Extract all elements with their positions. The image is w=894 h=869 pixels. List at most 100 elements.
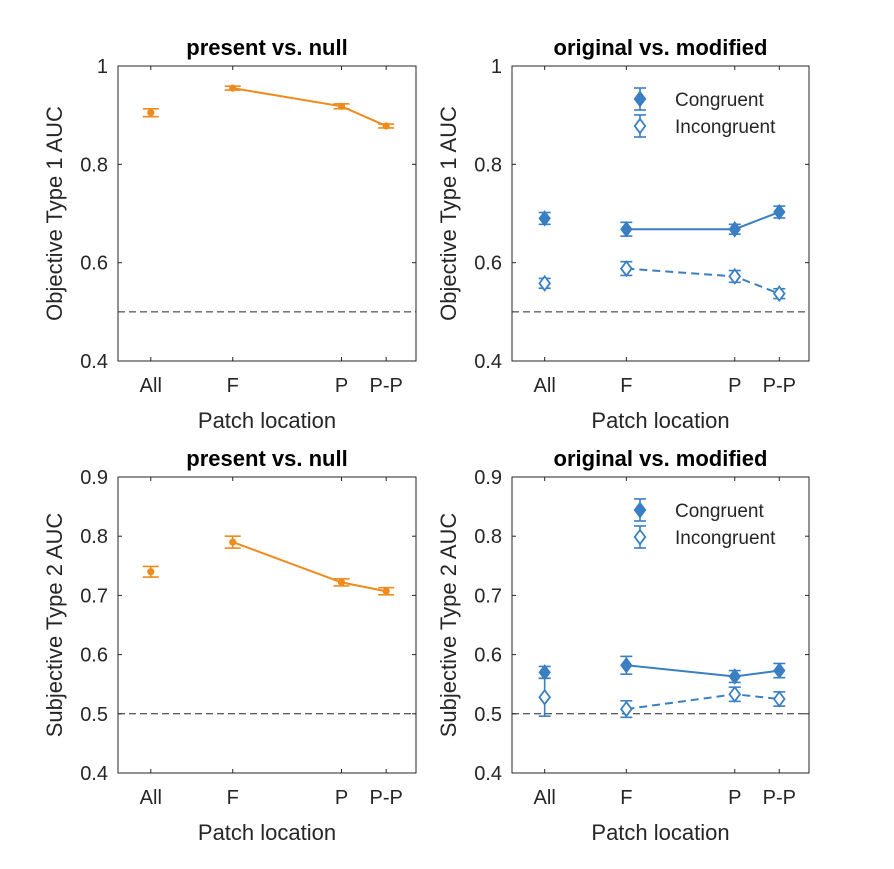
x-tick-label: All [534, 375, 556, 397]
data-point [229, 538, 237, 546]
data-point [773, 662, 786, 679]
x-tick-label: P [728, 787, 741, 809]
data-point [728, 220, 741, 238]
y-tick-label: 0.9 [80, 467, 108, 489]
y-tick-label: 0.7 [80, 585, 108, 607]
data-point [619, 700, 633, 718]
data-point [538, 664, 551, 681]
y-tick-label: 0.6 [80, 253, 108, 275]
subplot-3: 0.4 0.5 0.6 0.7 0.8 0.9 All F P P-P present vs. nu… [42, 446, 417, 845]
axes-box [511, 65, 810, 362]
data-point [147, 109, 155, 117]
series-line [232, 541, 387, 593]
y-tick-label: 1 [97, 56, 108, 78]
data-point [773, 203, 786, 221]
series-line [626, 267, 780, 295]
x-axis-label: Patch location [591, 408, 729, 433]
data-point [382, 587, 390, 595]
x-tick-label: P [335, 375, 348, 397]
x-axis-label: Patch location [198, 408, 336, 433]
x-tick-label: P-P [763, 375, 796, 397]
x-tick-label: All [140, 787, 162, 809]
data-point [772, 690, 786, 708]
x-tick-label: All [534, 787, 556, 809]
y-tick-label: 0.9 [474, 467, 502, 489]
y-tick-label: 0.6 [474, 253, 502, 275]
data-point [728, 685, 742, 703]
series-2 [538, 260, 786, 303]
x-axis-label: Patch location [591, 820, 729, 845]
y-axis-label: Subjective Type 2 AUC [42, 513, 67, 738]
legend-marker [633, 90, 647, 108]
y-tick-label: 0.8 [80, 154, 108, 176]
series-1 [538, 203, 786, 238]
legend: Congruent Incongruent [633, 498, 776, 549]
legend-label: Incongruent [675, 528, 776, 549]
legend-marker [633, 117, 647, 135]
series-line [232, 87, 387, 127]
legend-label: Congruent [675, 90, 764, 111]
x-tick-label: F [620, 375, 632, 397]
y-tick-label: 1 [491, 56, 502, 78]
subplot-title: present vs. null [186, 35, 347, 60]
x-tick-label: F [227, 375, 239, 397]
series-line [626, 211, 780, 231]
subplot-4: 0.4 0.5 0.6 0.7 0.8 0.9 All F P P-P original vs. m… [436, 446, 810, 845]
x-axis-label: Patch location [198, 820, 336, 845]
data-point [337, 578, 346, 586]
y-tick-label: 0.8 [474, 526, 502, 548]
y-tick-label: 0.7 [474, 585, 502, 607]
y-axis-label: Objective Type 1 AUC [436, 106, 461, 321]
x-tick-label: F [227, 787, 239, 809]
data-point [538, 688, 552, 706]
series-1 [538, 655, 786, 685]
y-tick-label: 0.4 [80, 763, 108, 785]
data-point [382, 122, 390, 130]
data-point [538, 274, 552, 292]
x-tick-label: F [620, 787, 632, 809]
series-line [626, 693, 780, 711]
y-tick-label: 0.5 [474, 704, 502, 726]
legend: Congruent Incongruent [633, 87, 776, 138]
subplot-title: present vs. null [186, 446, 347, 471]
data-point [229, 84, 237, 92]
y-tick-label: 0.6 [80, 645, 108, 667]
legend-label: Congruent [675, 501, 764, 522]
data-point [772, 285, 786, 303]
x-tick-label: P-P [370, 787, 403, 809]
series-line [626, 664, 780, 678]
data-point [147, 568, 155, 576]
x-tick-label: P-P [370, 375, 403, 397]
x-tick-label: P [728, 375, 741, 397]
data-point [620, 220, 633, 238]
legend-marker [633, 501, 647, 519]
series-1 [142, 535, 395, 596]
y-tick-label: 0.8 [474, 154, 502, 176]
y-tick-label: 0.4 [474, 351, 502, 373]
axes-box [117, 65, 417, 362]
x-tick-label: P-P [763, 787, 796, 809]
data-point [619, 260, 633, 278]
y-tick-label: 0.4 [80, 351, 108, 373]
y-tick-label: 0.4 [474, 763, 502, 785]
subplot-title: original vs. modified [554, 446, 768, 471]
y-axis-label: Subjective Type 2 AUC [436, 513, 461, 738]
subplot-1: 0.4 0.6 0.8 1 All F P P-P present vs. null Patch … [42, 35, 417, 433]
y-axis-label: Objective Type 1 AUC [42, 106, 67, 321]
data-point [728, 668, 741, 685]
subplot-2: 0.4 0.6 0.8 1 All F P P-P original vs. modified P… [436, 35, 810, 433]
subplot-title: original vs. modified [554, 35, 768, 60]
axes-box [511, 476, 810, 774]
y-tick-label: 0.6 [474, 645, 502, 667]
data-point [728, 267, 742, 285]
series-2 [538, 677, 786, 719]
x-tick-label: All [140, 375, 162, 397]
y-tick-label: 0.8 [80, 526, 108, 548]
series-1 [142, 84, 395, 130]
legend-label: Incongruent [675, 117, 776, 138]
data-point [620, 657, 633, 674]
legend-marker [633, 528, 647, 546]
axes-box [117, 476, 417, 774]
y-tick-label: 0.5 [80, 704, 108, 726]
